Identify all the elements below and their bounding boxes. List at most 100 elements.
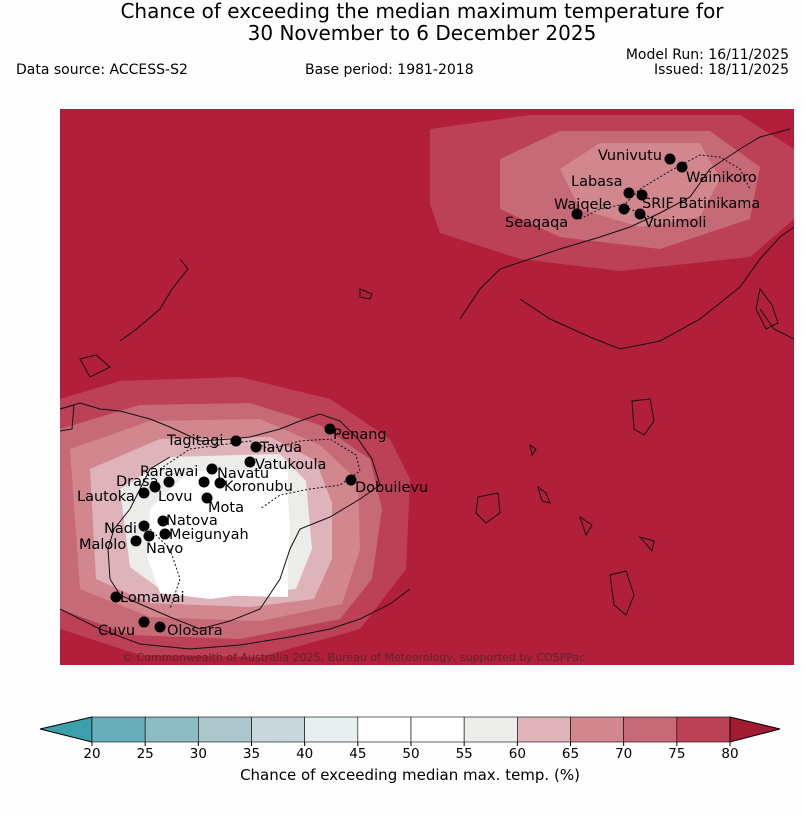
label-tagitagi: Tagitagi xyxy=(166,433,223,449)
location-vatukoula[interactable]: Vatukoula xyxy=(244,456,327,474)
label-meigunyah: Meigunyah xyxy=(169,527,249,543)
location-waiqele[interactable]: Waiqele xyxy=(554,197,630,215)
colorbar-segment xyxy=(357,716,412,743)
label-malolo: Malolo xyxy=(79,537,126,553)
label-navatu: Navatu xyxy=(217,466,269,482)
location-dobuilevu[interactable]: Dobuilevu xyxy=(345,474,429,497)
colorbar-segments xyxy=(91,716,731,743)
location-tavua[interactable]: Tavua xyxy=(250,440,303,456)
label-waiqele: Waiqele xyxy=(554,197,611,213)
colorbar-tick-label: 65 xyxy=(562,746,579,762)
label-srif-batinikama: SRIF Batinikama xyxy=(642,196,760,212)
model-run: Model Run: 16/11/2025 xyxy=(625,47,789,63)
location-navo[interactable]: Navo xyxy=(143,530,184,558)
location-markers: Vunivutu Wainikoro Labasa SRIF Batinikam… xyxy=(77,148,760,639)
label-rarawai: Rarawai xyxy=(140,464,198,480)
location-srif-batinikama[interactable]: SRIF Batinikama xyxy=(636,189,761,213)
colorbar-tick-label: 50 xyxy=(402,746,419,762)
location-natova[interactable]: Natova xyxy=(157,513,218,529)
label-labasa: Labasa xyxy=(571,174,623,190)
issued-date: Issued: 18/11/2025 xyxy=(654,62,789,78)
label-tavua: Tavua xyxy=(259,440,302,456)
location-olosara[interactable]: Olosara xyxy=(154,621,223,640)
location-rarawai[interactable]: Rarawai xyxy=(140,463,218,481)
location-lovu[interactable]: Lovu xyxy=(149,481,193,506)
colorbar-tick-label: 30 xyxy=(190,746,207,762)
province-boundaries xyxy=(149,154,751,610)
colorbar-tick-label: 20 xyxy=(83,746,100,762)
location-drasa[interactable]: Drasa xyxy=(116,474,175,490)
label-dobuilevu: Dobuilevu xyxy=(355,480,428,496)
colorbar-segment xyxy=(198,716,252,743)
map-svg: Vunivutu Wainikoro Labasa SRIF Batinikam… xyxy=(60,109,794,665)
colorbar-low-extend xyxy=(39,716,93,743)
location-nadi[interactable]: Nadi xyxy=(104,520,150,538)
location-labasa[interactable]: Labasa xyxy=(571,174,635,199)
colorbar-segment xyxy=(463,716,518,743)
colorbar-tick-label: 80 xyxy=(721,746,738,762)
location-seaqaqa[interactable]: Seaqaqa xyxy=(505,208,583,232)
label-cuvu: Cuvu xyxy=(98,623,135,639)
colorbar: 20 25 30 35 40 45 50 55 60 65 70 75 80 xyxy=(38,716,782,788)
colorbar-tick-label: 70 xyxy=(615,746,632,762)
colorbar-tick-label: 55 xyxy=(456,746,473,762)
colorbar-tick-label: 75 xyxy=(668,746,685,762)
colorbar-tick-label: 45 xyxy=(349,746,366,762)
label-vunimoli: Vunimoli xyxy=(644,215,706,231)
colorbar-segment xyxy=(410,716,465,743)
contours-viti-levu xyxy=(60,377,410,657)
colorbar-tick-label: 40 xyxy=(296,746,313,762)
label-mota: Mota xyxy=(208,500,244,516)
location-wainikoro[interactable]: Wainikoro xyxy=(676,161,757,187)
label-penang: Penang xyxy=(333,427,387,443)
location-vunimoli[interactable]: Vunimoli xyxy=(634,208,707,232)
label-lautoka: Lautoka xyxy=(77,489,135,505)
label-vunivutu: Vunivutu xyxy=(598,148,662,164)
colorbar-segment xyxy=(570,716,624,743)
colorbar-segment xyxy=(144,716,199,743)
colorbar-segment xyxy=(91,716,146,743)
colorbar-segment xyxy=(623,716,678,743)
probability-map[interactable]: Vunivutu Wainikoro Labasa SRIF Batinikam… xyxy=(60,109,794,665)
label-lovu: Lovu xyxy=(158,489,192,505)
location-tagitagi[interactable]: Tagitagi xyxy=(166,433,242,449)
colorbar-tick-label: 60 xyxy=(509,746,526,762)
label-navo: Navo xyxy=(146,541,183,557)
location-navatu[interactable]: Navatu xyxy=(198,466,270,488)
colorbar-label: Chance of exceeding median max. temp. (%… xyxy=(240,766,580,784)
label-natova: Natova xyxy=(166,513,218,529)
colorbar-ticks: 20 25 30 35 40 45 50 55 60 65 70 75 80 xyxy=(83,742,739,762)
copyright-notice: © Commonwealth of Australia 2025, Bureau… xyxy=(122,651,585,664)
label-wainikoro: Wainikoro xyxy=(686,170,757,186)
contours-vanua-levu xyxy=(430,115,794,271)
location-mota[interactable]: Mota xyxy=(201,492,244,517)
location-lomawai[interactable]: Lomawai xyxy=(110,590,185,606)
location-koronubu[interactable]: Koronubu xyxy=(214,477,293,496)
location-penang[interactable]: Penang xyxy=(324,423,387,444)
coastlines xyxy=(60,128,794,650)
location-malolo[interactable]: Malolo xyxy=(79,535,142,554)
location-vunivutu[interactable]: Vunivutu xyxy=(598,148,676,165)
label-koronubu: Koronubu xyxy=(224,479,293,495)
label-seaqaqa: Seaqaqa xyxy=(505,215,568,231)
colorbar-segment xyxy=(517,716,571,743)
title-line-2: 30 November to 6 December 2025 xyxy=(247,21,597,45)
colorbar-segment xyxy=(304,716,359,743)
base-period: Base period: 1981-2018 xyxy=(305,62,474,78)
label-olosara: Olosara xyxy=(167,623,223,639)
location-cuvu[interactable]: Cuvu xyxy=(98,616,150,640)
title-line-1: Chance of exceeding the median maximum t… xyxy=(120,0,724,23)
label-lomawai: Lomawai xyxy=(120,590,184,606)
colorbar-svg: 20 25 30 35 40 45 50 55 60 65 70 75 80 xyxy=(39,716,781,762)
colorbar-segment xyxy=(251,716,305,743)
data-source: Data source: ACCESS-S2 xyxy=(16,62,188,78)
label-nadi: Nadi xyxy=(104,521,137,537)
colorbar-tick-label: 35 xyxy=(243,746,260,762)
colorbar-segment xyxy=(676,716,731,743)
location-lautoka[interactable]: Lautoka xyxy=(77,487,150,506)
label-vatukoula: Vatukoula xyxy=(255,457,326,473)
label-drasa: Drasa xyxy=(116,474,158,490)
colorbar-tick-label: 25 xyxy=(137,746,154,762)
colorbar-high-extend xyxy=(729,716,781,743)
location-meigunyah[interactable]: Meigunyah xyxy=(159,527,249,543)
